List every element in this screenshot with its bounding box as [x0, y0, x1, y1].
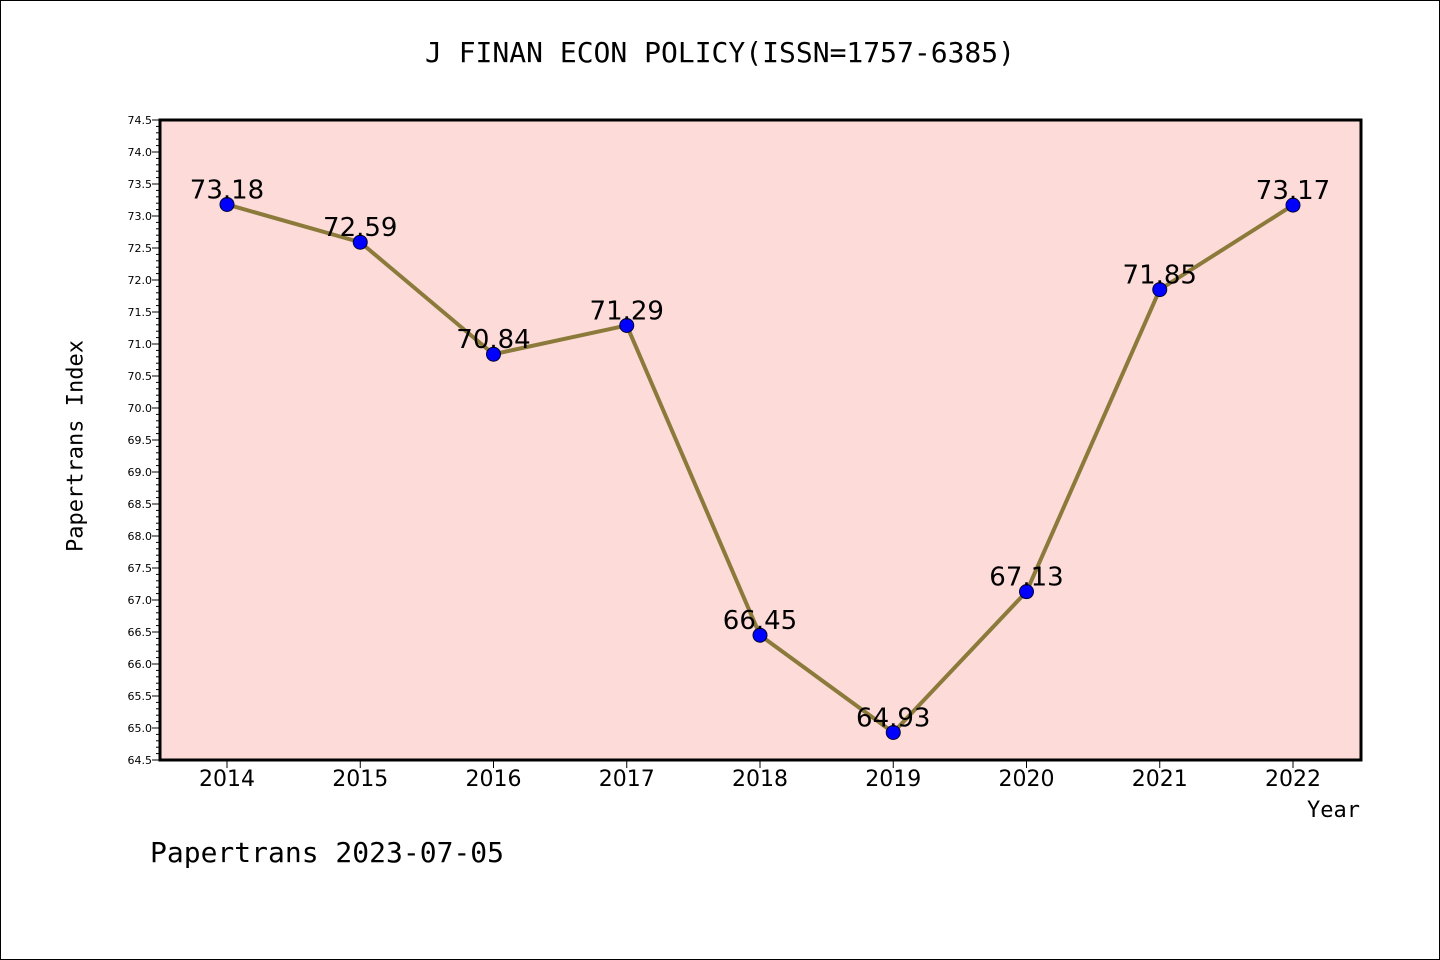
y-tick-label: 67.5	[128, 562, 153, 575]
x-tick-label: 2021	[1132, 767, 1188, 792]
data-label: 72.59	[323, 213, 397, 243]
y-tick-label: 72.5	[128, 242, 153, 255]
data-label: 71.85	[1123, 261, 1197, 291]
y-tick-label: 68.5	[128, 498, 153, 511]
x-tick-label: 2019	[865, 767, 921, 792]
chart-title: J FINAN ECON POLICY(ISSN=1757-6385)	[424, 36, 1015, 69]
data-point	[885, 724, 901, 740]
y-tick-label: 74.5	[128, 114, 153, 127]
data-point	[486, 346, 501, 362]
y-tick-label: 64.5	[128, 754, 153, 767]
x-axis-label: Year	[1307, 798, 1360, 823]
data-point	[1285, 197, 1301, 213]
data-point	[752, 627, 768, 643]
data-label-group: 73.18 72.59 70.84 71.29 66.45 64.93 67.13 71.85…	[190, 175, 1330, 733]
y-tick-label: 69.0	[128, 466, 153, 479]
y-tick-label: 70.5	[128, 370, 153, 383]
data-point	[1152, 282, 1168, 298]
data-label: 66.45	[723, 606, 797, 636]
y-tick-label: 73.5	[128, 178, 153, 191]
data-label: 64.93	[856, 703, 930, 733]
data-point	[352, 234, 368, 250]
y-tick-label: 72.0	[128, 274, 153, 287]
y-tick-label: 67.0	[128, 594, 153, 607]
plot-area	[158, 118, 1363, 762]
x-tick-label: 2022	[1265, 767, 1321, 792]
y-tick-label: 71.5	[128, 306, 153, 319]
data-point	[219, 196, 235, 212]
y-tick-label: 65.5	[128, 690, 153, 703]
data-label: 67.13	[989, 563, 1063, 593]
y-axis: 64.5 65.0 65.5 66.0 66.5 67.0 67.5 68.0 68.5 69.0…	[128, 114, 160, 767]
y-tick-label: 74.0	[128, 146, 153, 159]
y-tick-label: 71.0	[128, 338, 153, 351]
x-axis: 2014 2015 2016 2017 2018 2019 2020 2021 2022	[199, 760, 1321, 792]
y-tick-label: 65.0	[128, 722, 153, 735]
x-tick-label: 2014	[199, 767, 255, 792]
data-point	[1019, 584, 1034, 600]
data-label: 73.17	[1256, 176, 1330, 206]
y-tick-label: 68.0	[128, 530, 153, 543]
x-tick-label: 2016	[466, 767, 522, 792]
x-tick-label: 2015	[332, 767, 388, 792]
footer-watermark: Papertrans 2023-07-05	[150, 836, 505, 869]
x-tick-label: 2018	[732, 767, 788, 792]
data-label: 70.84	[456, 325, 530, 355]
y-tick-label: 66.0	[128, 658, 153, 671]
data-label: 71.29	[590, 296, 664, 326]
y-tick-label: 69.5	[128, 434, 153, 447]
x-tick-label: 2020	[999, 767, 1055, 792]
y-tick-label: 70.0	[128, 402, 153, 415]
data-point	[619, 317, 635, 333]
marker-group	[219, 196, 1301, 740]
y-tick-label: 73.0	[128, 210, 153, 223]
y-tick-label: 66.5	[128, 626, 153, 639]
x-tick-label: 2017	[599, 767, 655, 792]
data-label: 73.18	[190, 175, 264, 205]
